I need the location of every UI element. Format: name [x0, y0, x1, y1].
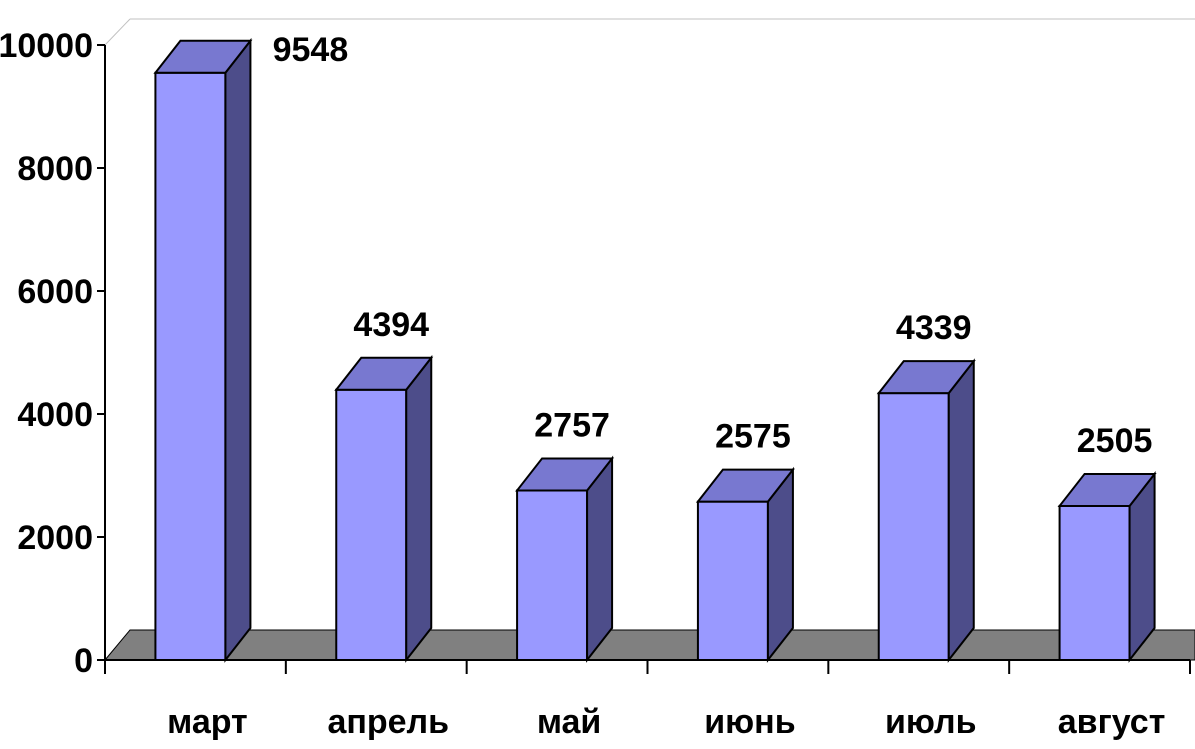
- y-tick-label: 4000: [17, 396, 93, 434]
- value-label: 4339: [896, 309, 972, 347]
- bar-front: [1058, 504, 1131, 661]
- x-axis-labels: март апрель май июнь июль август: [167, 703, 1165, 741]
- y-axis-ticks: 0 2000 4000 6000 8000 10000: [0, 27, 105, 680]
- bar-front: [516, 489, 589, 661]
- value-label: 2575: [715, 418, 791, 456]
- bars: [153, 37, 1157, 663]
- y-tick-label: 10000: [0, 27, 93, 65]
- bar-side: [586, 455, 614, 663]
- x-category-label: июль: [885, 703, 977, 741]
- value-label: 2757: [534, 406, 610, 444]
- chart-back-wall: [104, 18, 1195, 46]
- bar-front: [877, 392, 950, 661]
- bar-front: [154, 71, 227, 662]
- chart-floor: [103, 629, 1195, 661]
- bar: [1057, 471, 1157, 663]
- x-category-label: апрель: [327, 703, 449, 741]
- value-label: 4394: [353, 306, 429, 344]
- bar: [334, 354, 434, 663]
- bar-front: [335, 388, 408, 661]
- bar-top: [153, 39, 253, 74]
- bar-side: [947, 358, 975, 663]
- x-category-label: июнь: [704, 703, 795, 741]
- y-tick-label: 0: [74, 642, 93, 680]
- bar: [695, 466, 795, 663]
- bar-top: [1057, 472, 1157, 507]
- bar: [515, 455, 615, 663]
- value-label: 9548: [273, 31, 349, 69]
- y-tick-label: 6000: [17, 273, 93, 311]
- bar: [153, 37, 253, 663]
- floor-plane: [103, 629, 1195, 661]
- chart-axes: [104, 45, 1191, 674]
- y-tick-label: 8000: [17, 150, 93, 188]
- x-category-label: март: [167, 703, 248, 741]
- wall-edge-left: [104, 18, 131, 46]
- x-category-label: май: [537, 703, 602, 741]
- bar-front: [696, 500, 769, 662]
- bar-top: [515, 457, 615, 492]
- bar-side: [224, 37, 252, 663]
- bar-top: [876, 360, 976, 395]
- x-category-label: август: [1058, 703, 1166, 741]
- bar-top: [695, 468, 795, 503]
- value-label: 2505: [1077, 422, 1153, 460]
- y-tick-label: 2000: [17, 519, 93, 557]
- bar-top: [334, 356, 434, 391]
- bar-side: [405, 354, 433, 663]
- bar: [876, 358, 976, 663]
- value-labels: 9548 4394 2757 2575 4339 2505: [273, 31, 1153, 460]
